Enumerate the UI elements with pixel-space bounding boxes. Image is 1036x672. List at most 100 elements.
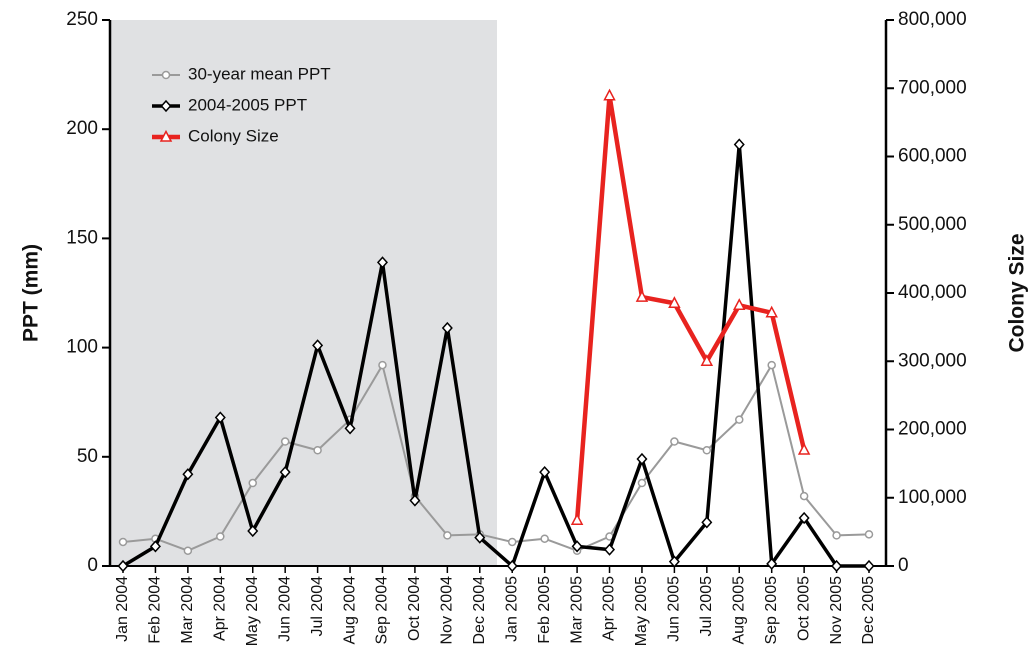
point <box>864 530 874 539</box>
point <box>182 468 194 481</box>
point <box>733 298 746 311</box>
point <box>183 546 193 555</box>
y-tick-label: 150 <box>66 227 98 248</box>
series-line <box>122 364 870 552</box>
x-tick-label: Jan 2005 <box>503 576 520 642</box>
y-tick-label: 50 <box>77 446 98 467</box>
y-axis-label: PPT (mm) <box>20 244 43 342</box>
x-tick-label: Jan 2004 <box>114 576 131 642</box>
point <box>507 537 517 547</box>
point <box>216 532 225 541</box>
point <box>799 491 809 501</box>
x-tick-label: Oct 2004 <box>406 576 423 641</box>
point <box>214 411 226 424</box>
x-tick-label: May 2004 <box>244 576 261 646</box>
y2-tick-label: 400,000 <box>898 282 967 303</box>
point <box>832 531 841 540</box>
point <box>118 537 128 547</box>
series-line <box>574 93 807 521</box>
point <box>570 513 584 526</box>
point <box>149 540 161 553</box>
x-tick-label: Nov 2005 <box>828 576 845 645</box>
point <box>733 138 745 151</box>
y-tick-label: 200 <box>66 118 98 139</box>
legend-label: 2004-2005 PPT <box>188 95 307 114</box>
point <box>280 437 290 446</box>
y2-tick-label: 200,000 <box>898 419 967 440</box>
point <box>670 437 679 446</box>
point <box>701 516 713 529</box>
point <box>409 494 421 507</box>
y2-tick-label: 800,000 <box>898 9 967 30</box>
x-tick-label: Nov 2004 <box>439 576 456 645</box>
x-tick-label: Aug 2005 <box>730 576 747 645</box>
point <box>443 531 452 540</box>
x-tick-label: Apr 2004 <box>212 576 229 641</box>
point <box>831 559 843 573</box>
x-tick-label: Aug 2004 <box>341 576 358 645</box>
point <box>863 559 875 573</box>
x-tick-label: Jun 2005 <box>666 576 683 642</box>
point <box>636 452 648 466</box>
point <box>765 305 778 318</box>
y2-tick-label: 100,000 <box>898 487 967 508</box>
y2-tick-label: 700,000 <box>898 77 967 98</box>
point <box>635 289 649 302</box>
point <box>540 534 549 543</box>
point <box>312 339 324 352</box>
y2-axis-label: Colony Size <box>1006 233 1029 352</box>
legend-marker <box>160 99 172 113</box>
x-tick-label: Dec 2004 <box>471 576 488 645</box>
point <box>668 555 680 568</box>
point <box>668 296 681 308</box>
point <box>604 543 616 556</box>
point <box>313 445 322 455</box>
point <box>344 422 356 435</box>
point <box>798 511 810 525</box>
legend-label: 30-year mean PPT <box>188 64 331 83</box>
series-line <box>122 142 869 568</box>
point <box>441 321 453 335</box>
point <box>603 88 616 101</box>
y-tick-label: 0 <box>87 555 98 576</box>
x-tick-label: Oct 2005 <box>795 576 812 641</box>
point <box>506 559 518 573</box>
point <box>767 360 776 370</box>
x-tick-label: Jul 2005 <box>698 576 715 637</box>
x-tick-label: May 2005 <box>633 576 650 646</box>
point <box>539 465 551 479</box>
x-tick-label: Jun 2004 <box>276 576 293 642</box>
x-tick-label: Sep 2005 <box>763 576 780 645</box>
point <box>637 478 647 488</box>
point <box>247 524 259 538</box>
x-tick-label: Sep 2004 <box>374 576 391 645</box>
point <box>279 465 291 479</box>
point <box>766 557 778 570</box>
point <box>735 415 744 424</box>
x-tick-label: Mar 2004 <box>179 576 196 644</box>
x-tick-label: Feb 2005 <box>536 576 553 644</box>
point <box>248 478 257 488</box>
x-tick-label: Apr 2005 <box>601 576 618 641</box>
x-tick-label: Mar 2005 <box>568 576 585 644</box>
x-tick-label: Jul 2004 <box>309 576 326 637</box>
point <box>376 256 388 269</box>
y-tick-label: 100 <box>66 337 98 358</box>
point <box>702 445 712 455</box>
y-tick-label: 250 <box>66 9 98 30</box>
legend-label: Colony Size <box>188 126 279 145</box>
point <box>700 354 714 366</box>
x-tick-label: Dec 2005 <box>860 576 877 645</box>
y2-tick-label: 600,000 <box>898 146 967 167</box>
legend-marker <box>159 129 173 142</box>
shaded-period <box>110 20 497 566</box>
x-tick-label: Feb 2004 <box>147 576 164 644</box>
y2-tick-label: 0 <box>898 555 909 576</box>
y2-tick-label: 300,000 <box>898 350 967 371</box>
point <box>474 531 486 544</box>
point <box>797 442 811 455</box>
point <box>117 559 129 573</box>
point <box>378 360 387 370</box>
y2-tick-label: 500,000 <box>898 214 967 235</box>
